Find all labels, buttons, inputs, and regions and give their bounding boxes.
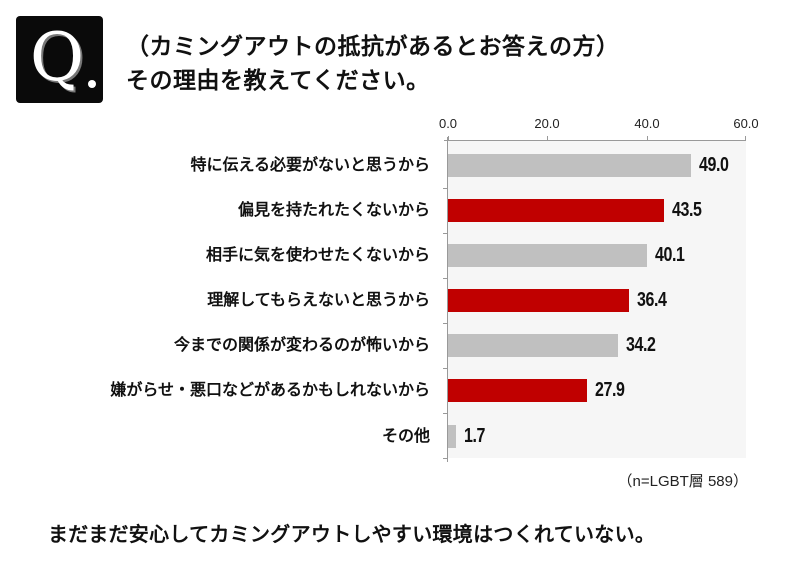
y-tick bbox=[443, 323, 448, 324]
category-label: 今までの関係が変わるのが怖いから bbox=[173, 335, 430, 354]
tick-label: 20.0 bbox=[534, 116, 560, 131]
bar-value-label: 40.1 bbox=[655, 244, 685, 266]
y-tick bbox=[443, 458, 448, 459]
category-label: その他 bbox=[381, 426, 430, 445]
bar bbox=[448, 289, 629, 312]
bar-value-label: 27.9 bbox=[594, 379, 625, 401]
bar-value-label: 1.7 bbox=[464, 425, 486, 447]
title-line-2: その理由を教えてください。 bbox=[126, 68, 430, 94]
sample-size-note: （n=LGBT層 589） bbox=[617, 473, 748, 490]
y-tick bbox=[443, 188, 448, 189]
x-axis-tick-labels: 0.0 20.0 40.0 60.0 bbox=[0, 116, 800, 136]
category-label: 偏見を持たれたくないから bbox=[237, 200, 430, 219]
tick-label: 60.0 bbox=[733, 116, 759, 131]
category-label: 理解してもらえないと思うから bbox=[207, 290, 430, 309]
bar-value-label: 49.0 bbox=[699, 154, 729, 176]
bar bbox=[448, 154, 692, 177]
y-tick bbox=[443, 413, 448, 414]
tick-label: 40.0 bbox=[634, 116, 660, 131]
bar bbox=[448, 425, 457, 448]
bar bbox=[448, 334, 618, 357]
tick-label: 0.0 bbox=[438, 116, 458, 131]
bar-value-label: 34.2 bbox=[625, 334, 656, 356]
dot-icon bbox=[88, 80, 96, 88]
q-logo: Q bbox=[16, 16, 103, 103]
conclusion-caption: まだまだ安心してカミングアウトしやすい環境はつくれていない。 bbox=[48, 522, 656, 546]
x-tick bbox=[647, 136, 648, 141]
category-label: 特に伝える必要がないと思うから bbox=[190, 155, 430, 174]
x-tick bbox=[547, 136, 548, 141]
x-axis-line bbox=[444, 140, 746, 141]
category-label: 嫌がらせ・悪口などがあるかもしれないから bbox=[110, 380, 430, 399]
title-line-1: （カミングアウトの抵抗があるとお答えの方） bbox=[126, 34, 620, 60]
y-axis-line bbox=[447, 137, 448, 462]
q-letter-icon: Q bbox=[30, 19, 85, 96]
y-tick bbox=[443, 233, 448, 234]
bar-value-label: 36.4 bbox=[636, 289, 667, 311]
bar bbox=[448, 244, 648, 267]
bar bbox=[448, 199, 665, 222]
y-tick bbox=[443, 368, 448, 369]
x-tick bbox=[745, 136, 746, 141]
bar bbox=[448, 379, 587, 402]
y-tick bbox=[443, 278, 448, 279]
category-label: 相手に気を使わせたくないから bbox=[205, 245, 430, 264]
question-title: （カミングアウトの抵抗があるとお答えの方） その理由を教えてください。 bbox=[126, 30, 620, 98]
bar-value-label: 43.5 bbox=[672, 199, 702, 221]
x-tick bbox=[448, 136, 449, 141]
